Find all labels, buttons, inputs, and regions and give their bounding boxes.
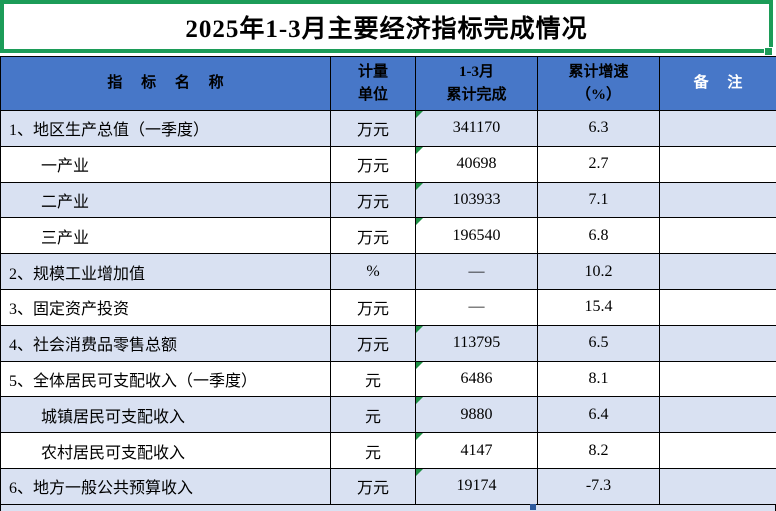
note-cell[interactable]: [659, 145, 776, 183]
note-cell[interactable]: [659, 217, 776, 255]
table-row: 5、全体居民可支配收入（一季度）元 6486 8.1: [0, 360, 776, 398]
value-cell[interactable]: 19174: [415, 467, 538, 505]
table-row: 城镇居民可支配收入元 9880 6.4: [0, 396, 776, 434]
value-cell[interactable]: 6486: [415, 360, 538, 398]
growth-cell[interactable]: 6.8: [537, 217, 660, 255]
unit-cell[interactable]: 元: [330, 396, 416, 434]
table-row: 一产业 万元 40698 2.7: [0, 145, 776, 183]
note-cell[interactable]: [659, 288, 776, 326]
table-row: 6、地方一般公共预算收入 万元 19174 -7.3: [0, 467, 776, 505]
table-row: 1、地区生产总值（一季度） 万元 341170 6.3: [0, 110, 776, 147]
selection-corner-handle[interactable]: [764, 47, 773, 56]
stored-as-text-flag-icon: [416, 147, 423, 154]
header-unit[interactable]: 计量 单位: [330, 56, 416, 111]
value-cell[interactable]: —: [415, 253, 538, 290]
indicator-name-cell[interactable]: 三产业: [0, 217, 331, 255]
growth-cell[interactable]: 15.4: [537, 288, 660, 326]
stored-as-text-flag-icon: [416, 397, 423, 405]
stored-as-text-flag-icon: [416, 111, 423, 118]
note-cell[interactable]: [659, 324, 776, 362]
unit-cell[interactable]: 元: [330, 432, 416, 469]
table-header: 指 标 名 称 计量 单位 1-3月 累计完成 累计增速 （%） 备 注: [0, 56, 776, 111]
header-note[interactable]: 备 注: [659, 56, 776, 111]
table-row: 3、固定资产投资 万元 —15.4: [0, 288, 776, 326]
value-cell[interactable]: 40698: [415, 145, 538, 183]
stored-as-text-flag-icon: [416, 433, 423, 441]
indicator-name-cell[interactable]: 4、社会消费品零售总额: [0, 324, 331, 362]
header-growth-rate[interactable]: 累计增速 （%）: [537, 56, 660, 111]
value-cell[interactable]: 341170: [415, 110, 538, 147]
title-cell[interactable]: 2025年1-3月主要经济指标完成情况: [0, 0, 773, 56]
unit-cell[interactable]: 万元: [330, 288, 416, 326]
value-cell[interactable]: 196540: [415, 217, 538, 255]
indicator-name-cell[interactable]: 3、固定资产投资: [0, 288, 331, 326]
growth-cell[interactable]: 6.4: [537, 396, 660, 434]
fill-handle[interactable]: [530, 504, 536, 510]
growth-cell[interactable]: 10.2: [537, 253, 660, 290]
table-row: 农村居民可支配收入元 4147 8.2: [0, 432, 776, 469]
indicator-table: 指 标 名 称 计量 单位 1-3月 累计完成 累计增速 （%） 备 注 1、地…: [0, 56, 776, 505]
stored-as-text-flag-icon: [416, 326, 423, 333]
indicator-name-cell[interactable]: 2、规模工业增加值: [0, 253, 331, 290]
table-row: 二产业 万元 103933 7.1: [0, 181, 776, 219]
indicator-name-cell[interactable]: 1、地区生产总值（一季度）: [0, 110, 331, 147]
growth-cell[interactable]: 6.3: [537, 110, 660, 147]
stored-as-text-flag-icon: [416, 183, 423, 190]
table-body: 1、地区生产总值（一季度） 万元 341170 6.3 一产业 万元 40698 2.7 二产业…: [0, 110, 776, 505]
unit-cell[interactable]: 万元: [330, 217, 416, 255]
page-title: 2025年1-3月主要经济指标完成情况: [185, 15, 588, 43]
growth-cell[interactable]: 6.5: [537, 324, 660, 362]
note-cell[interactable]: [659, 110, 776, 147]
stored-as-text-flag-icon: [416, 362, 423, 369]
indicator-name-cell[interactable]: 二产业: [0, 181, 331, 219]
header-indicator-name[interactable]: 指 标 名 称: [0, 56, 331, 111]
value-cell[interactable]: 9880: [415, 396, 538, 434]
value-cell[interactable]: 4147: [415, 432, 538, 469]
indicator-name-cell[interactable]: 6、地方一般公共预算收入: [0, 467, 331, 505]
table-row: 三产业 万元 196540 6.8: [0, 217, 776, 255]
unit-cell[interactable]: 万元: [330, 467, 416, 505]
growth-cell[interactable]: 2.7: [537, 145, 660, 183]
note-cell[interactable]: [659, 396, 776, 434]
table-row: 2、规模工业增加值% —10.2: [0, 253, 776, 290]
note-cell[interactable]: [659, 181, 776, 219]
value-cell[interactable]: —: [415, 288, 538, 326]
unit-cell[interactable]: 万元: [330, 145, 416, 183]
growth-cell[interactable]: 8.1: [537, 360, 660, 398]
growth-cell[interactable]: 7.1: [537, 181, 660, 219]
stored-as-text-flag-icon: [416, 469, 423, 476]
stored-as-text-flag-icon: [416, 218, 423, 226]
unit-cell[interactable]: 万元: [330, 324, 416, 362]
header-cumulative-value[interactable]: 1-3月 累计完成: [415, 56, 538, 111]
indicator-name-cell[interactable]: 农村居民可支配收入: [0, 432, 331, 469]
unit-cell[interactable]: %: [330, 253, 416, 290]
unit-cell[interactable]: 万元: [330, 110, 416, 147]
table-row: 4、社会消费品零售总额 万元 113795 6.5: [0, 324, 776, 362]
note-cell[interactable]: [659, 360, 776, 398]
indicator-name-cell[interactable]: 一产业: [0, 145, 331, 183]
header-row: 指 标 名 称 计量 单位 1-3月 累计完成 累计增速 （%） 备 注: [0, 56, 776, 111]
unit-cell[interactable]: 万元: [330, 181, 416, 219]
unit-cell[interactable]: 元: [330, 360, 416, 398]
partial-next-row: [0, 504, 776, 511]
note-cell[interactable]: [659, 432, 776, 469]
growth-cell[interactable]: 8.2: [537, 432, 660, 469]
indicator-name-cell[interactable]: 5、全体居民可支配收入（一季度）: [0, 360, 331, 398]
value-cell[interactable]: 113795: [415, 324, 538, 362]
value-cell[interactable]: 103933: [415, 181, 538, 219]
note-cell[interactable]: [659, 467, 776, 505]
indicator-name-cell[interactable]: 城镇居民可支配收入: [0, 396, 331, 434]
growth-cell[interactable]: -7.3: [537, 467, 660, 505]
note-cell[interactable]: [659, 253, 776, 290]
